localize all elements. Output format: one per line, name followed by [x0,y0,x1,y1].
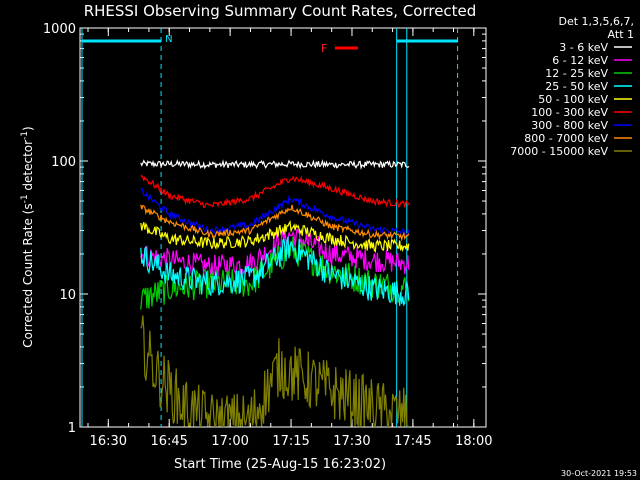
legend-label: 300 - 800 keV [531,119,608,132]
legend-header-line2: Att 1 [608,28,634,41]
legend-item: 100 - 300 keV [531,106,632,119]
legend-item: 300 - 800 keV [531,119,632,132]
x-tick-label: 17:15 [272,434,309,449]
legend-item: 6 - 12 keV [552,54,632,67]
legend-label: 7000 - 15000 keV [510,145,608,158]
legend-item: 7000 - 15000 keV [510,145,632,158]
series-line [140,236,410,307]
series-line [140,315,409,429]
legend-item: 3 - 6 keV [559,41,632,54]
legend-item: 25 - 50 keV [545,80,632,93]
x-axis-label: Start Time (25-Aug-15 16:23:02) [174,457,386,472]
legend-label: 12 - 25 keV [545,67,608,80]
chart-title: RHESSI Observing Summary Count Rates, Co… [84,2,477,20]
flare-marker-label: F [321,42,327,55]
y-tick-label: 1000 [43,22,76,37]
legend-label: 50 - 100 keV [538,93,608,106]
x-tick-label: 17:00 [211,434,248,449]
legend-label: 3 - 6 keV [559,41,608,54]
night-marker-label: N [165,34,172,45]
legend-label: 100 - 300 keV [531,106,608,119]
legend-item: 800 - 7000 keV [524,132,632,145]
series-line [140,174,410,209]
legend-label: 800 - 7000 keV [524,132,608,145]
series-line [140,236,410,310]
legend-label: 6 - 12 keV [552,54,608,67]
y-axis-label: Corrected Count Rate (s-1 detector-1) [20,126,35,347]
x-tick-label: 16:30 [90,434,127,449]
x-tick-label: 16:45 [150,434,187,449]
plot-area: 1 10 100 1000 16:30 16:45 17:00 17:15 17:30 17:45… [43,22,493,449]
footer-date: 30-Oct-2021 19:53 [561,469,637,478]
x-tick-label: 17:30 [333,434,370,449]
series-line [140,220,410,254]
x-tick-label: 18:00 [455,434,492,449]
series-line [140,158,410,171]
series-line [140,187,410,236]
legend-item: 12 - 25 keV [545,67,632,80]
legend-item: 50 - 100 keV [538,93,632,106]
y-tick-label: 100 [51,155,76,170]
x-tick-label: 17:45 [394,434,431,449]
plot-frame [79,27,487,428]
series-line [140,204,410,242]
y-tick-label: 10 [59,288,76,303]
legend-label: 25 - 50 keV [545,80,608,93]
y-tick-label: 1 [68,421,76,436]
legend-header-line1: Det 1,3,5,6,7, [558,15,634,28]
